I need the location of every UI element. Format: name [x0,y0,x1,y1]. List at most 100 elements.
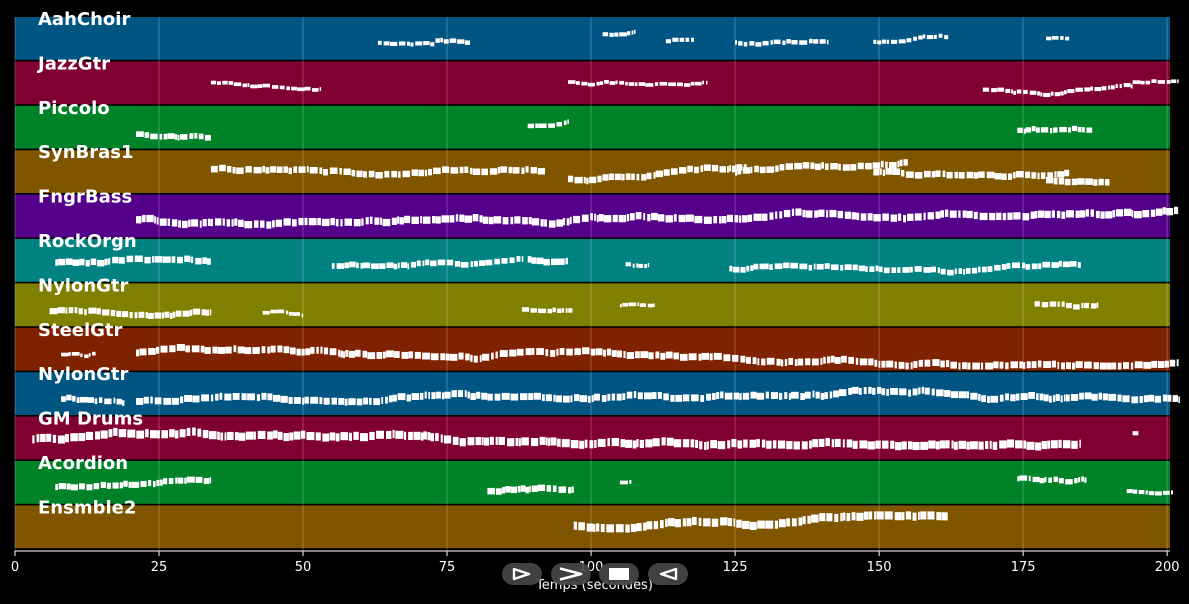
note-bar [970,392,978,400]
note-bar [127,429,136,438]
note-bar [550,350,556,357]
note-bar [78,308,83,315]
note-bar [238,219,244,227]
note-bar [459,166,464,174]
note-bar [355,349,361,357]
note-bar [270,345,276,353]
note-bar [541,394,545,402]
note-bar [329,167,338,174]
note-bar [711,518,719,527]
note-bar [665,215,673,223]
note-bar [428,392,431,399]
note-bar [786,518,790,527]
note-bar [883,267,890,274]
note-bar [625,524,630,533]
note-bar [1098,392,1102,400]
note-bar [1130,362,1134,370]
note-bar [1038,263,1042,269]
note-bar [923,212,926,220]
note-bar [563,120,567,125]
note-bar [397,393,406,401]
note-bar [379,263,386,269]
note-bar [1026,441,1035,450]
note-bar [874,359,878,367]
note-bar [1148,491,1155,496]
note-bar [859,440,868,449]
note-bar [852,264,858,271]
note-bar [356,398,363,406]
note-bar [545,349,549,357]
note-bar [257,430,266,439]
note-bar [749,41,755,46]
note-bar [727,440,731,449]
note-bar [464,390,467,398]
note-bar [169,345,176,353]
note-bar [779,164,785,171]
back-button[interactable] [648,563,688,585]
note-bar [672,37,679,42]
note-bar [644,392,652,400]
note-bar [927,212,934,220]
note-bar [415,41,423,46]
note-bar [152,256,155,263]
note-bar [594,393,600,401]
note-bar [1031,172,1037,179]
forward-button[interactable] [551,563,591,585]
note-bar [665,351,673,359]
note-bar [937,267,940,274]
note-bar [241,393,247,401]
note-bar [129,312,133,319]
note-bar [280,395,288,403]
note-bar [630,523,637,532]
note-bar [897,160,900,168]
stop-button[interactable] [599,563,639,585]
note-bar [472,168,481,175]
note-bar [856,212,860,221]
note-bar [913,36,917,41]
note-bar [645,439,653,448]
note-bar [1098,178,1104,186]
note-bar [1057,171,1065,178]
note-bar [112,256,119,264]
note-bar [1094,87,1102,92]
note-bar [234,218,238,226]
note-bar [661,437,666,446]
note-bar [273,394,281,402]
note-bar [905,362,909,370]
note-bar [978,266,981,273]
note-bar [654,82,659,86]
note-bar [823,356,826,364]
note-bar [912,442,920,451]
play-button[interactable] [502,563,542,585]
note-bar [116,310,122,317]
note-bar [936,441,940,450]
note-bar [735,169,738,176]
note-bar [566,218,570,226]
note-bar [620,439,625,448]
note-bar [1126,489,1133,494]
note-bar [517,485,521,493]
note-bar [835,438,841,447]
note-bar [840,513,843,522]
note-bar [1029,90,1037,95]
note-bar [674,519,681,528]
note-bar [625,262,631,267]
note-bar [331,397,337,405]
note-bar [254,220,259,228]
note-bar [340,219,343,227]
note-bar [959,172,965,179]
note-bar [637,302,640,307]
note-bar [1041,441,1047,450]
note-bar [497,167,500,174]
note-bar [344,398,348,406]
note-bar [897,213,902,221]
note-bar [644,264,647,269]
note-bar [920,441,928,450]
note-bar [70,433,78,442]
note-bar [819,513,826,522]
note-bar [1030,211,1035,219]
note-bar [761,213,768,221]
note-bar [897,267,901,273]
note-bar [236,167,244,174]
note-bar [1148,394,1154,402]
